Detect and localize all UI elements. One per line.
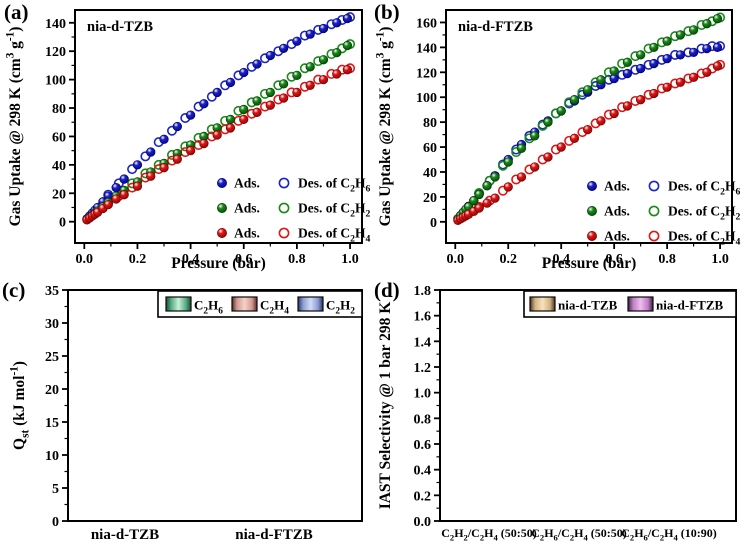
svg-text:60: 60 bbox=[423, 141, 437, 156]
svg-text:140: 140 bbox=[416, 41, 437, 56]
svg-text:Ads.: Ads. bbox=[604, 204, 630, 219]
svg-text:Des. of C2H6: Des. of C2H6 bbox=[298, 176, 370, 195]
svg-text:0.0: 0.0 bbox=[414, 515, 432, 530]
svg-text:1.2: 1.2 bbox=[414, 361, 432, 376]
svg-text:15: 15 bbox=[45, 416, 59, 431]
svg-text:nia-d-FTZB: nia-d-FTZB bbox=[235, 527, 313, 543]
svg-text:20: 20 bbox=[423, 191, 437, 206]
panel-c: (c) 0 5 10 15 20 25 30 35 Qst (kJ mol-1) nia-d-TZ… bbox=[0, 276, 372, 552]
svg-text:60: 60 bbox=[52, 130, 66, 145]
svg-text:120: 120 bbox=[45, 45, 66, 60]
panel-a-label: (a) bbox=[4, 0, 29, 24]
svg-text:160: 160 bbox=[416, 16, 437, 31]
svg-text:Ads.: Ads. bbox=[234, 201, 260, 216]
svg-text:0: 0 bbox=[59, 216, 66, 231]
svg-text:1.4: 1.4 bbox=[414, 335, 432, 350]
panel-d: (d) 0.0 0.2 0.4 0.6 0.8 1.0 1.2 1.4 1.6 1.8 IAST S… bbox=[372, 276, 745, 552]
svg-text:Des. of C2H6: Des. of C2H6 bbox=[668, 179, 740, 198]
svg-text:30: 30 bbox=[45, 317, 59, 332]
svg-text:20: 20 bbox=[52, 187, 66, 202]
svg-text:Des. of C2H2: Des. of C2H2 bbox=[668, 204, 740, 223]
svg-text:0.2: 0.2 bbox=[414, 489, 432, 504]
svg-text:nia-d-FTZB: nia-d-FTZB bbox=[458, 19, 533, 35]
svg-text:0.4: 0.4 bbox=[552, 252, 570, 267]
svg-text:Qst (kJ mol-1): Qst (kJ mol-1) bbox=[9, 361, 32, 450]
svg-text:C2H6: C2H6 bbox=[194, 298, 223, 317]
panel-d-chart: 0.0 0.2 0.4 0.6 0.8 1.0 1.2 1.4 1.6 1.8 IAST Selec… bbox=[377, 284, 737, 543]
svg-text:10: 10 bbox=[45, 449, 59, 464]
svg-text:0: 0 bbox=[52, 515, 59, 530]
svg-text:1.0: 1.0 bbox=[414, 387, 432, 402]
svg-text:1.0: 1.0 bbox=[711, 252, 729, 267]
svg-text:nia-d-TZB: nia-d-TZB bbox=[558, 298, 618, 313]
panel-d-label: (d) bbox=[374, 278, 400, 302]
panel-b-label: (b) bbox=[374, 0, 400, 24]
svg-text:Pressure (bar): Pressure (bar) bbox=[542, 255, 637, 272]
svg-text:Ads.: Ads. bbox=[234, 226, 260, 241]
svg-text:120: 120 bbox=[416, 66, 437, 81]
svg-text:0.4: 0.4 bbox=[182, 252, 200, 267]
svg-text:IAST Selectivity @ 1 bar 298 K: IAST Selectivity @ 1 bar 298 K bbox=[377, 302, 394, 510]
svg-text:40: 40 bbox=[52, 159, 66, 174]
svg-text:Gas Uptake @ 298 K (cm3 g-1): Gas Uptake @ 298 K (cm3 g-1) bbox=[375, 27, 395, 227]
svg-text:C2H2: C2H2 bbox=[326, 298, 355, 317]
svg-text:35: 35 bbox=[45, 284, 59, 299]
svg-text:0.0: 0.0 bbox=[447, 252, 465, 267]
svg-text:0: 0 bbox=[430, 216, 437, 231]
panel-c-label: (c) bbox=[2, 278, 26, 302]
svg-text:0.8: 0.8 bbox=[414, 412, 432, 427]
svg-text:0.6: 0.6 bbox=[605, 252, 623, 267]
svg-text:0.4: 0.4 bbox=[414, 464, 432, 479]
svg-text:Gas Uptake @ 298 K (cm3 g-1): Gas Uptake @ 298 K (cm3 g-1) bbox=[5, 27, 25, 227]
svg-text:nia-d-TZB: nia-d-TZB bbox=[87, 19, 153, 35]
svg-text:Des. of C2H4: Des. of C2H4 bbox=[298, 226, 370, 245]
panel-b-chart: 0.0 0.2 0.4 0.6 0.8 1.0 0 20 40 60 80 100 120 140 160 n… bbox=[375, 9, 740, 272]
svg-text:25: 25 bbox=[45, 350, 59, 365]
svg-text:C2H6/C2H4 (50:50): C2H6/C2H4 (50:50) bbox=[531, 526, 627, 543]
svg-text:Des. of C2H4: Des. of C2H4 bbox=[668, 229, 740, 248]
svg-text:80: 80 bbox=[423, 116, 437, 131]
svg-text:0.6: 0.6 bbox=[235, 252, 253, 267]
svg-text:100: 100 bbox=[45, 74, 66, 89]
svg-text:1.6: 1.6 bbox=[414, 310, 432, 325]
svg-text:Ads.: Ads. bbox=[604, 229, 630, 244]
svg-text:Ads.: Ads. bbox=[234, 176, 260, 191]
svg-text:0.6: 0.6 bbox=[414, 438, 432, 453]
svg-text:5: 5 bbox=[52, 482, 59, 497]
svg-text:0.8: 0.8 bbox=[288, 252, 306, 267]
svg-text:140: 140 bbox=[45, 17, 66, 32]
svg-text:Pressure (bar): Pressure (bar) bbox=[171, 255, 266, 272]
svg-text:80: 80 bbox=[52, 102, 66, 117]
svg-text:Des. of C2H2: Des. of C2H2 bbox=[298, 201, 370, 220]
svg-text:C2H4: C2H4 bbox=[260, 298, 289, 317]
svg-text:0.8: 0.8 bbox=[658, 252, 676, 267]
svg-text:100: 100 bbox=[416, 91, 437, 106]
svg-text:0.0: 0.0 bbox=[76, 252, 94, 267]
svg-text:0.2: 0.2 bbox=[129, 252, 147, 267]
panel-b: (b) 0.0 0.2 0.4 0.6 0.8 1.0 0 20 40 60 80 100 120 140… bbox=[372, 0, 745, 276]
panel-c-chart: 0 5 10 15 20 25 30 35 Qst (kJ mol-1) nia-d-TZB nia… bbox=[9, 284, 363, 543]
svg-text:nia-d-FTZB: nia-d-FTZB bbox=[656, 298, 724, 313]
svg-text:1.0: 1.0 bbox=[341, 252, 359, 267]
svg-text:C2H6/C2H4 (10:90): C2H6/C2H4 (10:90) bbox=[621, 526, 717, 543]
svg-text:1.8: 1.8 bbox=[414, 284, 432, 299]
svg-text:C2H2/C2H4 (50:50): C2H2/C2H4 (50:50) bbox=[441, 526, 537, 543]
svg-text:20: 20 bbox=[45, 383, 59, 398]
svg-text:nia-d-TZB: nia-d-TZB bbox=[91, 527, 159, 543]
panel-a-chart: 0.0 0.2 0.4 0.6 0.8 1.0 0 20 40 60 80 100 120 140 nia-… bbox=[5, 9, 370, 272]
svg-text:40: 40 bbox=[423, 166, 437, 181]
svg-text:0.2: 0.2 bbox=[499, 252, 516, 267]
svg-text:Ads.: Ads. bbox=[604, 179, 630, 194]
panel-a: (a) 0.0 0.2 0.4 0.6 0.8 1.0 0 20 40 60 80 100 120 140… bbox=[0, 0, 372, 276]
